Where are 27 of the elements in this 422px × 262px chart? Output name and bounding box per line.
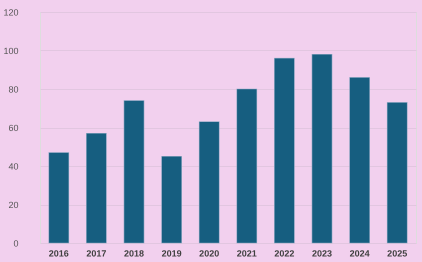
- x-tick-label: 2021: [236, 248, 257, 258]
- bar: [349, 77, 370, 244]
- y-tick-label: 100: [3, 46, 18, 56]
- bar: [86, 132, 107, 244]
- bar: [161, 156, 182, 244]
- y-tick-label: 0: [13, 238, 18, 248]
- y-tick-label: 80: [8, 84, 18, 94]
- bar: [48, 152, 70, 244]
- x-tick-label: 2020: [199, 248, 220, 258]
- x-tick-label: 2024: [350, 248, 370, 258]
- bar: [386, 102, 408, 244]
- x-tick-label: 2019: [162, 248, 182, 258]
- bar: [274, 58, 295, 244]
- x-tick-label: 2017: [86, 248, 106, 258]
- x-tick-label: 2023: [312, 248, 332, 258]
- bar: [198, 121, 220, 244]
- y-tick-label: 60: [8, 123, 18, 133]
- y-tick-label: 120: [3, 8, 18, 18]
- x-tick-label: 2018: [124, 248, 144, 258]
- bar: [236, 88, 258, 244]
- y-tick-label: 20: [8, 200, 18, 210]
- x-tick-label: 2016: [48, 248, 69, 258]
- y-tick-label: 40: [8, 162, 18, 172]
- x-tick-label: 2022: [274, 248, 294, 258]
- bar: [124, 100, 144, 244]
- x-tick-label: 2025: [387, 248, 408, 258]
- bar: [312, 54, 332, 244]
